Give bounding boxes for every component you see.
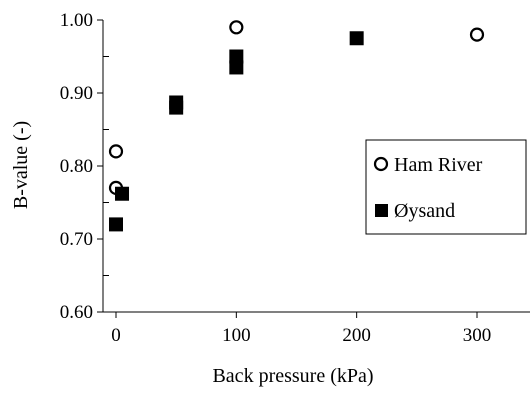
legend-box [365, 139, 527, 235]
legend-marker-ham-river [373, 156, 389, 172]
point-oysand [109, 217, 123, 232]
y-tick-label: 1.00 [60, 10, 93, 31]
legend-label-oysand: Øysand [394, 200, 455, 222]
y-axis-title: B-value (-) [10, 121, 32, 209]
legend: Ham River Øysand [365, 139, 527, 235]
x-tick-label: 200 [342, 325, 371, 346]
x-tick-label: 0 [111, 325, 121, 346]
legend-label-ham-river: Ham River [394, 154, 483, 176]
point-oysand [229, 49, 244, 64]
point-oysand [229, 60, 244, 75]
y-axis-ticks [97, 19, 103, 313]
data-points [108, 20, 485, 232]
y-tick-labels: 0.60 0.70 0.80 0.90 1.00 [60, 10, 93, 323]
x-tick-label: 300 [463, 325, 492, 346]
y-tick-label: 0.60 [60, 302, 93, 323]
x-tick-labels: 0 100 200 300 [111, 325, 491, 346]
y-tick-label: 0.70 [60, 229, 93, 250]
y-minor-ticks [103, 56, 109, 276]
legend-marker-oysand [375, 204, 388, 217]
y-tick-label: 0.90 [60, 83, 93, 104]
x-tick-label: 100 [222, 325, 251, 346]
x-axis-title: Back pressure (kPa) [212, 365, 373, 387]
point-ham-river [108, 144, 124, 159]
point-oysand [169, 100, 184, 115]
point-ham-river [229, 20, 244, 35]
y-tick-label: 0.80 [60, 156, 93, 177]
point-ham-river [469, 27, 485, 42]
point-oysand [115, 186, 130, 201]
x-axis-ticks [115, 312, 478, 318]
point-oysand [349, 31, 364, 46]
